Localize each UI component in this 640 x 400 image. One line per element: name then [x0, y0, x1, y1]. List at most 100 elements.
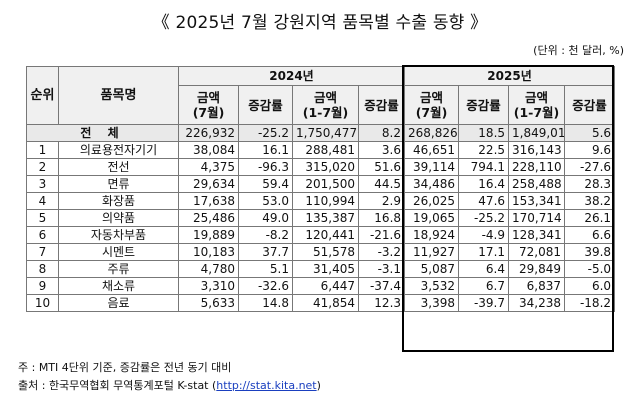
table-row: 6 자동차부품 19,889 -8.2 120,441 -21.6 18,924 -4.9 12…: [26, 226, 616, 244]
value-cell: -37.4: [357, 277, 406, 295]
value-cell: 44.5: [357, 175, 406, 193]
item-cell: 주류: [58, 260, 179, 278]
value-cell: 72,081: [508, 243, 566, 261]
rank-cell: 6: [26, 226, 59, 244]
value-cell: 228,110: [508, 158, 566, 176]
header-rank: 순위: [26, 66, 59, 125]
value-cell: 18,924: [404, 226, 460, 244]
header-2024: 2024년: [177, 66, 406, 86]
value-cell: -5.0: [564, 260, 616, 278]
header-2024-amount-month: 금액 (7월): [178, 85, 239, 125]
value-cell: 41,854: [292, 294, 359, 312]
value-cell: 12.3: [357, 294, 406, 312]
value-cell: 3,310: [178, 277, 239, 295]
header-2025-change-month: 증감률: [458, 85, 510, 125]
value-cell: 39.8: [564, 243, 616, 261]
value-cell: -3.2: [357, 243, 406, 261]
value-cell: 14.8: [238, 294, 293, 312]
table-row: 1 의료용전자기기 38,084 16.1 288,481 3.6 46,651 22.5 31…: [26, 141, 616, 159]
total-cell: 1,849,015: [508, 124, 566, 142]
value-cell: 4,780: [178, 260, 239, 278]
item-cell: 면류: [58, 175, 179, 193]
value-cell: 5,087: [404, 260, 460, 278]
rank-cell: 8: [26, 260, 59, 278]
header-2024-amount-cum: 금액 (1-7월): [292, 85, 359, 125]
total-label: 전 체: [26, 124, 179, 142]
total-cell: 226,932: [178, 124, 239, 142]
header-row-years: 순위 품목명 2024년 2025년: [26, 66, 616, 125]
value-cell: -4.9: [458, 226, 510, 244]
item-cell: 의약품: [58, 209, 179, 227]
rank-cell: 10: [26, 294, 59, 312]
footnote: 주 : MTI 4단위 기준, 증감률은 전년 동기 대비: [18, 361, 232, 374]
value-cell: 29,634: [178, 175, 239, 193]
value-cell: 49.0: [238, 209, 293, 227]
table-row: 9 채소류 3,310 -32.6 6,447 -37.4 3,532 6.7 6,837 6.0: [26, 277, 616, 295]
header-2025: 2025년: [404, 66, 616, 86]
header-2025-change-cum: 증감률: [564, 85, 616, 125]
item-cell: 의료용전자기기: [58, 141, 179, 159]
value-cell: -18.2: [564, 294, 616, 312]
source-suffix: ): [316, 379, 321, 392]
value-cell: 4,375: [178, 158, 239, 176]
value-cell: 37.7: [238, 243, 293, 261]
total-row: 전 체 226,932 -25.2 1,750,477 8.2 268,826 …: [26, 124, 616, 142]
header-2024-change-cum: 증감률: [357, 85, 406, 125]
table-row: 7 시멘트 10,183 37.7 51,578 -3.2 11,927 17.1 72,081…: [26, 243, 616, 261]
rank-cell: 7: [26, 243, 59, 261]
value-cell: 6,447: [292, 277, 359, 295]
total-cell: -25.2: [238, 124, 293, 142]
value-cell: 201,500: [292, 175, 359, 193]
value-cell: 19,065: [404, 209, 460, 227]
value-cell: 9.6: [564, 141, 616, 159]
value-cell: 34,238: [508, 294, 566, 312]
value-cell: 5.1: [238, 260, 293, 278]
total-cell: 1,750,477: [292, 124, 359, 142]
item-cell: 시멘트: [58, 243, 179, 261]
table-row: 2 전선 4,375 -96.3 315,020 51.6 39,114 794.1 228,1…: [26, 158, 616, 176]
value-cell: 34,486: [404, 175, 460, 193]
value-cell: 19,889: [178, 226, 239, 244]
value-cell: 16.4: [458, 175, 510, 193]
source-note: 출처 : 한국무역협회 무역통계포털 K-stat (http://stat.k…: [18, 377, 321, 393]
value-cell: 26,025: [404, 192, 460, 210]
value-cell: 6.4: [458, 260, 510, 278]
item-cell: 전선: [58, 158, 179, 176]
rank-cell: 4: [26, 192, 59, 210]
value-cell: 258,488: [508, 175, 566, 193]
value-cell: 3,398: [404, 294, 460, 312]
value-cell: 6.7: [458, 277, 510, 295]
value-cell: -32.6: [238, 277, 293, 295]
value-cell: -21.6: [357, 226, 406, 244]
value-cell: -96.3: [238, 158, 293, 176]
total-cell: 5.6: [564, 124, 616, 142]
value-cell: 315,020: [292, 158, 359, 176]
export-table: 순위 품목명 2024년 2025년 금액 (7월) 증감률 금액 (1-7월) 증…: [26, 66, 616, 312]
table-row: 10 음료 5,633 14.8 41,854 12.3 3,398 -39.7 34,238-…: [26, 294, 616, 312]
source-link[interactable]: http://stat.kita.net: [216, 379, 317, 392]
item-cell: 화장품: [58, 192, 179, 210]
value-cell: -3.1: [357, 260, 406, 278]
value-cell: 29,849: [508, 260, 566, 278]
value-cell: 6.0: [564, 277, 616, 295]
value-cell: 170,714: [508, 209, 566, 227]
value-cell: 28.3: [564, 175, 616, 193]
value-cell: 25,486: [178, 209, 239, 227]
value-cell: 31,405: [292, 260, 359, 278]
value-cell: -39.7: [458, 294, 510, 312]
value-cell: 794.1: [458, 158, 510, 176]
value-cell: 6.6: [564, 226, 616, 244]
value-cell: 46,651: [404, 141, 460, 159]
header-2024-change-month: 증감률: [238, 85, 293, 125]
total-cell: 8.2: [357, 124, 406, 142]
page-title: 《 2025년 7월 강원지역 품목별 수출 동향 》: [152, 13, 488, 33]
source-prefix: 출처 : 한국무역협회 무역통계포털 K-stat (: [18, 379, 217, 392]
value-cell: 3.6: [357, 141, 406, 159]
header-2025-amount-cum: 금액 (1-7월): [508, 85, 566, 125]
rank-cell: 1: [26, 141, 59, 159]
value-cell: 17,638: [178, 192, 239, 210]
item-cell: 채소류: [58, 277, 179, 295]
value-cell: 16.8: [357, 209, 406, 227]
value-cell: 316,143: [508, 141, 566, 159]
value-cell: 135,387: [292, 209, 359, 227]
